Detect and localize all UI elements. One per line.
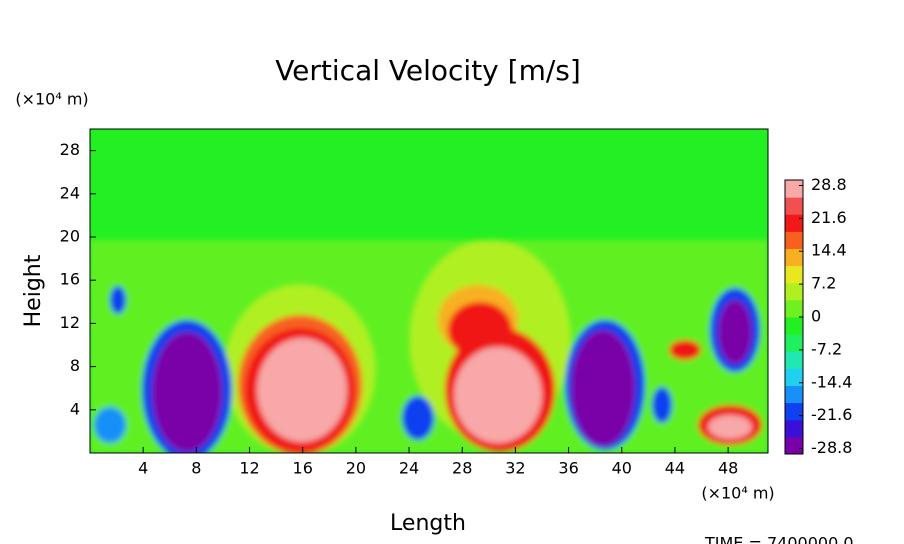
colorbar-band	[785, 419, 803, 438]
colorbar-band	[785, 334, 803, 352]
colorbar-band	[785, 214, 803, 232]
x-tick-label: 24	[399, 459, 419, 478]
colorbar-tick-label: -7.2	[811, 339, 842, 358]
y-unit: (×10⁴ m)	[15, 90, 88, 109]
y-tick-label: 28	[60, 140, 80, 159]
x-tick-label: 36	[558, 459, 578, 478]
colorbar-band	[785, 351, 803, 369]
colorbar-band	[785, 197, 803, 215]
colorbar-tick-label: 28.8	[811, 175, 847, 194]
colorbar-tick-label: 14.4	[811, 241, 847, 260]
colorbar-band	[785, 368, 803, 386]
y-tick-label: 12	[60, 313, 80, 332]
colorbar-tick-label: 0	[811, 307, 821, 326]
colorbar-tick-label: -21.6	[811, 405, 852, 424]
x-tick-label: 44	[665, 459, 685, 478]
x-tick-label: 12	[239, 459, 259, 478]
footer: TIME = 7400000.0	[704, 534, 854, 544]
colorbar-band	[785, 436, 803, 455]
y-tick-label: 8	[70, 356, 80, 375]
x-tick-label: 8	[191, 459, 201, 478]
colorbar-tick-label: 7.2	[811, 274, 836, 293]
y-tick-label: 20	[60, 227, 80, 246]
x-axis-label: Length	[390, 511, 466, 536]
y-tick-label: 16	[60, 270, 80, 289]
x-tick-label: 20	[346, 459, 366, 478]
contour-field	[90, 129, 768, 453]
colorbar-tick-label: -14.4	[811, 372, 852, 391]
colorbar-band	[785, 299, 803, 318]
colorbar-tick-label: -28.8	[811, 438, 852, 457]
x-tick-label: 28	[452, 459, 472, 478]
y-axis-label: Height	[21, 254, 46, 327]
colorbar-band	[785, 282, 803, 301]
colorbar-band	[785, 402, 803, 421]
colorbar-band	[785, 180, 803, 198]
colorbar-tick-label: 21.6	[811, 208, 847, 227]
colorbar-band	[785, 385, 803, 404]
colorbar-band	[785, 317, 803, 335]
x-tick-label: 4	[138, 459, 148, 478]
x-tick-label: 32	[505, 459, 525, 478]
colorbar-band	[785, 231, 803, 249]
chart-title: Vertical Velocity [m/s]	[275, 54, 581, 87]
x-tick-label: 40	[612, 459, 632, 478]
plot-frame	[89, 128, 769, 454]
colorbar-band	[785, 248, 803, 267]
colorbar-band	[785, 265, 803, 284]
x-unit: (×10⁴ m)	[701, 484, 774, 503]
y-tick-label: 4	[70, 399, 80, 418]
x-tick-label: 48	[718, 459, 738, 478]
x-tick-label: 16	[293, 459, 313, 478]
y-tick-label: 24	[60, 183, 80, 202]
